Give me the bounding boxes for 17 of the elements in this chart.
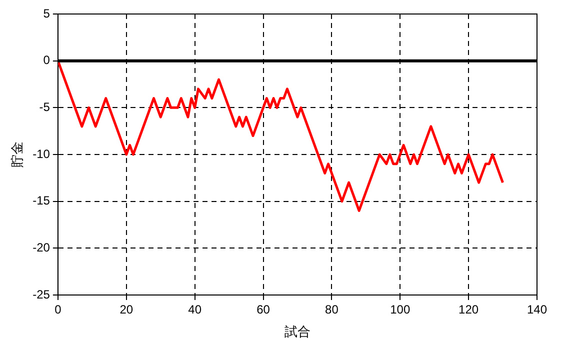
y-tick-label: 5 (43, 6, 50, 20)
x-tick-label: 100 (390, 302, 410, 317)
y-tick-label: -20 (32, 240, 50, 254)
x-tick-label: 40 (188, 302, 202, 317)
x-tick-label: 120 (458, 302, 479, 317)
y-tick-label: -5 (39, 100, 50, 114)
y-tick-label: -25 (32, 287, 50, 302)
x-tick-label: 60 (256, 302, 270, 317)
x-tick-label: 0 (54, 302, 62, 317)
y-tick-label: -15 (32, 194, 50, 208)
x-axis-title: 試合 (284, 324, 310, 339)
y-tick-label: -10 (32, 146, 50, 161)
x-tick-label: 20 (120, 302, 134, 317)
x-tick-label: 80 (325, 302, 339, 317)
y-axis-title: 貯金 (9, 142, 24, 168)
y-tick-label: 0 (43, 53, 50, 68)
x-tick-label: 140 (526, 302, 548, 317)
